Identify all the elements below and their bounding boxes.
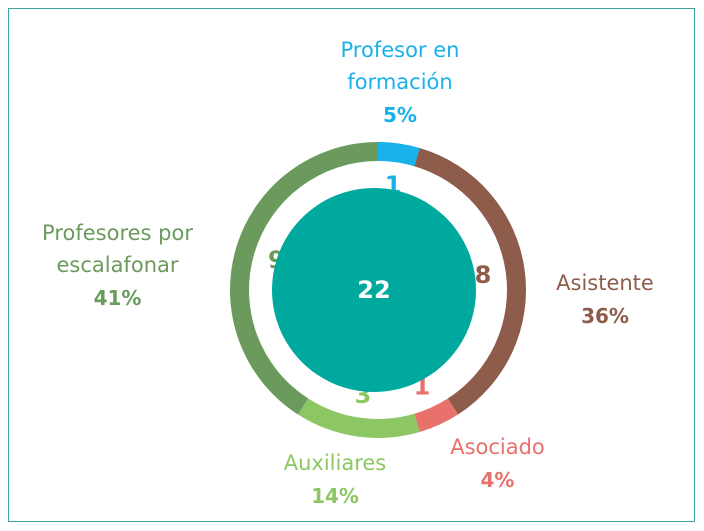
center-circle	[272, 188, 476, 392]
category-name: Profesores por escalafonar	[42, 221, 193, 277]
segment-label: Asociado 4%	[430, 431, 565, 497]
segment-label: Profesores por escalafonar 41%	[20, 217, 215, 315]
share-label: 5%	[383, 103, 417, 127]
donut-segment	[297, 398, 420, 438]
count-label: 8	[475, 261, 492, 289]
frame	[8, 8, 695, 522]
donut-segment	[414, 398, 459, 433]
category-name: Auxiliares	[283, 451, 387, 475]
category-name: Asociado	[450, 435, 545, 459]
total-label: 22	[357, 276, 390, 304]
category-name: Asistente	[556, 271, 654, 295]
donut-segment	[230, 142, 378, 415]
category-name: Profesor en formación	[340, 38, 460, 94]
donut-segment	[414, 147, 526, 415]
share-label: 14%	[311, 484, 359, 508]
segment-label: Asistente 36%	[540, 267, 670, 333]
segment-label: Auxiliares 14%	[265, 447, 405, 513]
segment-label: Profesor en formación 5%	[320, 34, 480, 132]
share-label: 4%	[480, 468, 515, 492]
share-label: 36%	[581, 304, 629, 328]
donut-segment	[378, 142, 420, 167]
share-label: 41%	[93, 286, 142, 310]
